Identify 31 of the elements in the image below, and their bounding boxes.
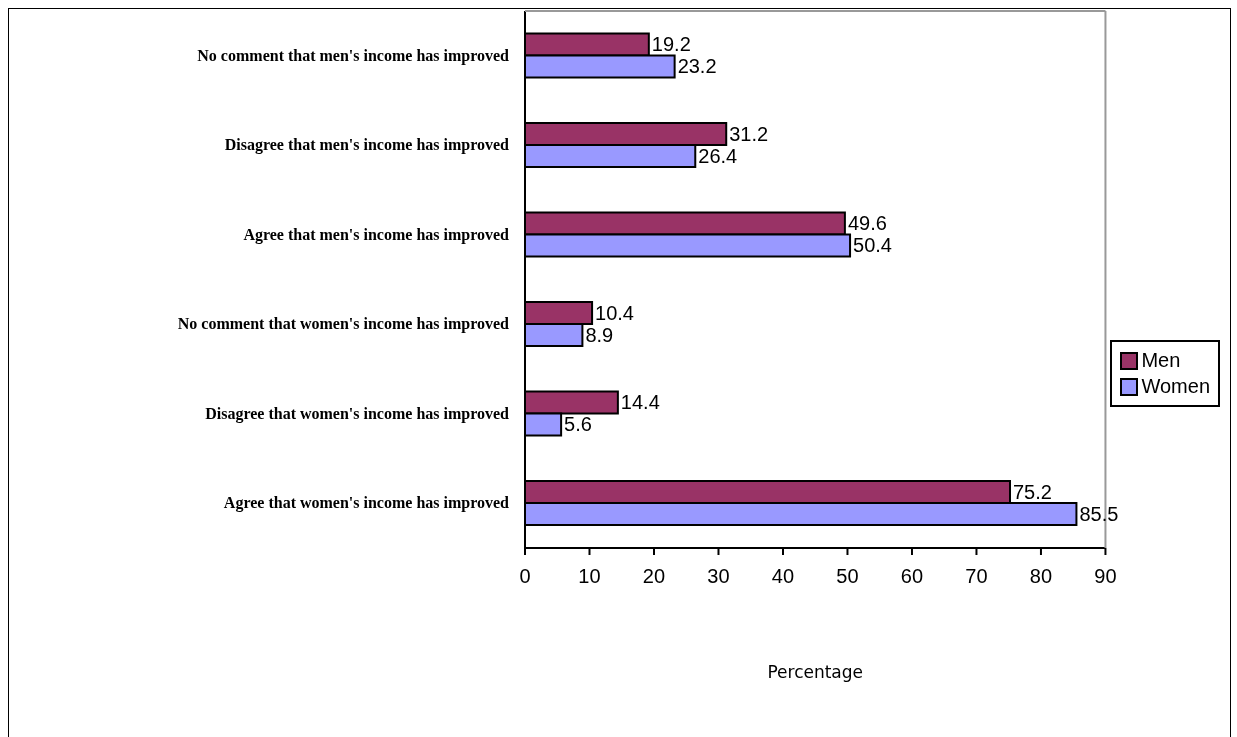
data-label: 31.2 [729,122,769,145]
x-tick-label: 80 [1029,565,1053,588]
x-tick-label: 90 [1094,565,1117,588]
x-tick-label: 0 [519,565,531,588]
x-tick-label: 40 [771,565,795,588]
x-axis-title: Percentage [767,662,864,682]
y-tick-label: No comment that men's income has improved [197,46,510,65]
data-label: 19.2 [651,33,691,56]
x-tick-label: 10 [578,565,601,588]
y-tick-label: Agree that men's income has improved [243,225,510,244]
legend-label: Men [1141,349,1181,372]
data-label: 50.4 [853,234,892,257]
legend-label: Women [1141,375,1210,398]
x-tick-label: 70 [965,565,988,588]
data-label: 5.6 [564,413,592,436]
x-tick-label: 60 [900,565,924,588]
data-label: 8.9 [585,323,614,346]
x-tick-label: 20 [642,565,666,588]
y-tick-label: Agree that women's income has improved [223,494,510,513]
y-tick-label: Disagree that women's income has improved [205,404,510,423]
data-label: 26.4 [698,144,738,167]
data-label: 49.6 [847,212,887,235]
data-label: 10.4 [595,301,635,324]
x-tick-label: 50 [836,565,859,588]
data-label: 23.2 [677,55,717,78]
y-tick-label: No comment that women's income has improved [177,315,510,334]
x-tick-label: 30 [707,565,730,588]
data-label: 75.2 [1013,480,1052,503]
y-tick-label: Disagree that men's income has improved [224,136,510,155]
data-label: 85.5 [1079,502,1119,525]
data-label: 14.4 [620,391,660,414]
